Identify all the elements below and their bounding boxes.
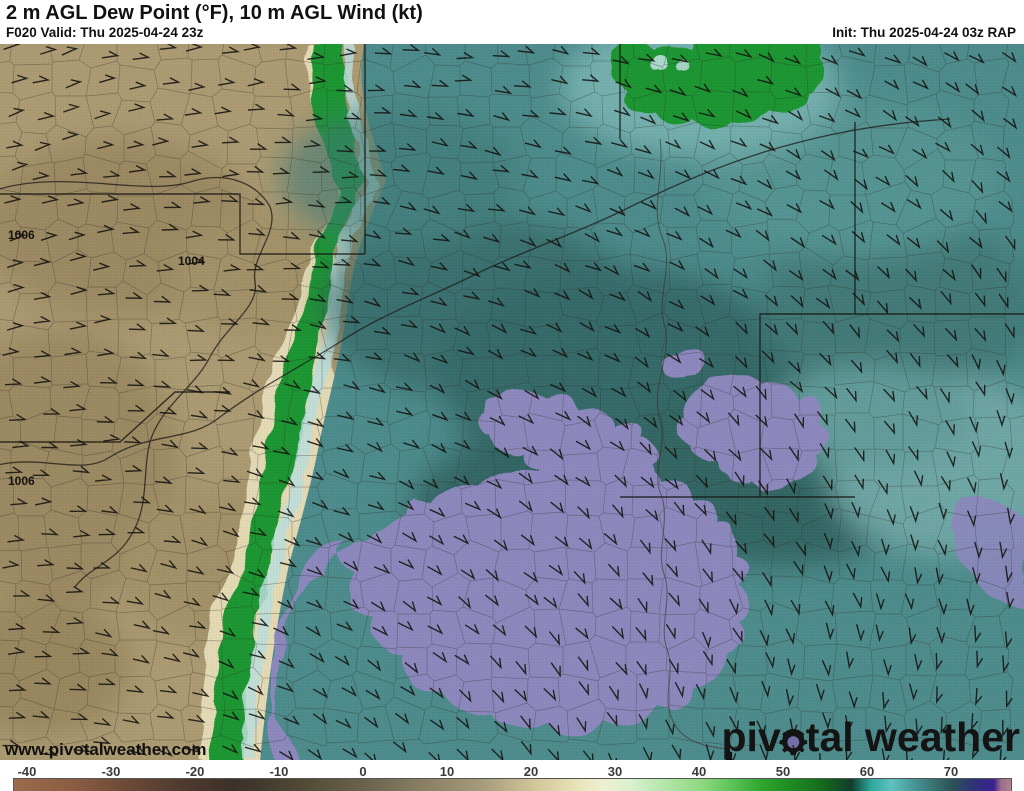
svg-text:1006: 1006 [8,474,35,488]
